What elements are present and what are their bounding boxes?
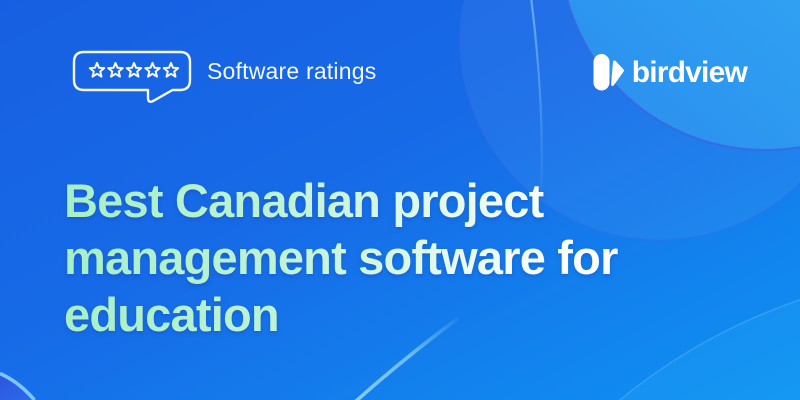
speech-bubble-outline xyxy=(72,50,192,103)
corner-wedge-edge xyxy=(0,371,36,400)
logo-circle xyxy=(566,0,800,151)
birdview-logo: birdview xyxy=(592,53,748,93)
birdview-wordmark: birdview xyxy=(631,56,748,89)
badge-label: Software ratings xyxy=(207,58,377,84)
banner-heading: Best Canadian project management softwar… xyxy=(64,172,618,343)
star-icons xyxy=(88,61,180,78)
outer-bottom-circle xyxy=(619,299,800,400)
star-icon xyxy=(107,61,124,78)
corner-wedge xyxy=(0,375,34,400)
star-icon xyxy=(88,61,106,78)
five-star-review-bubble-icon xyxy=(72,50,192,103)
star-icon xyxy=(144,61,161,78)
star-icon xyxy=(125,61,143,78)
birdview-bird-icon xyxy=(593,54,624,91)
thin-arc xyxy=(530,0,543,213)
heading-line-1: Best Canadian project xyxy=(64,174,544,227)
middle-circle-edge xyxy=(459,0,800,241)
heading-line-3: education xyxy=(64,288,279,341)
star-icon xyxy=(162,61,180,78)
heading-line-2: management software for xyxy=(64,231,618,284)
bottom-center-arc xyxy=(354,317,459,400)
